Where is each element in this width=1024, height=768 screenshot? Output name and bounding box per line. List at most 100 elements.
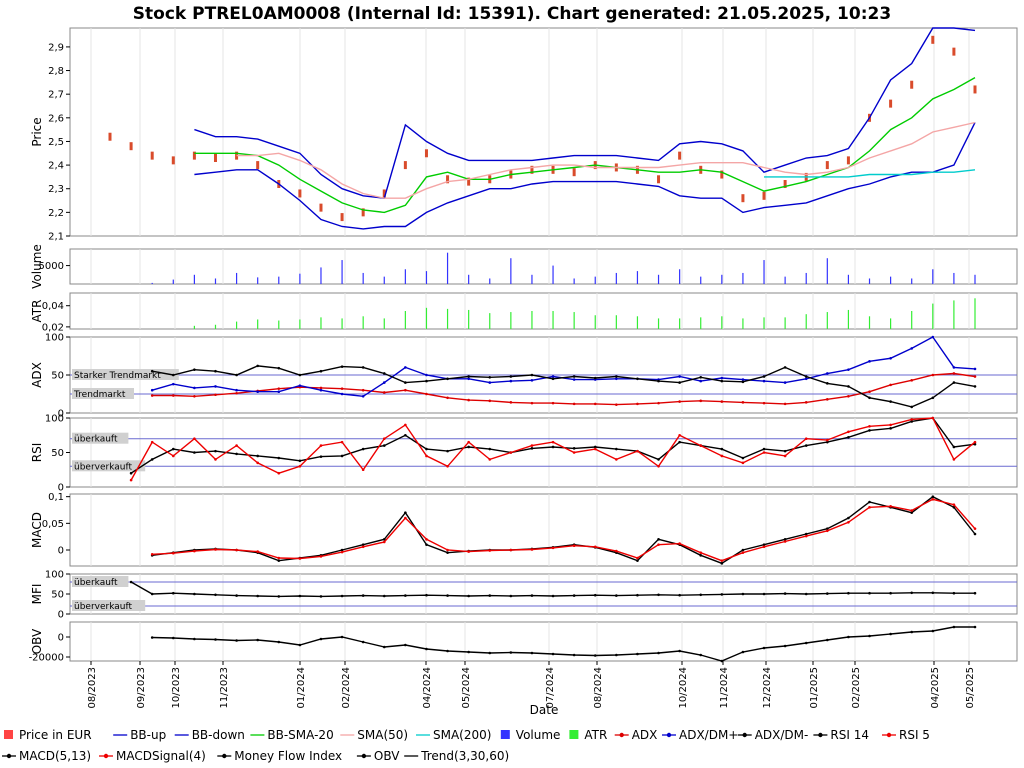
macdsignal-4--point	[361, 545, 365, 549]
rsi-14-point	[214, 449, 217, 453]
macdsignal-4--point	[193, 549, 196, 553]
price-candle	[171, 156, 175, 165]
adx-dm--point	[889, 400, 892, 403]
adx-dm--point	[699, 375, 703, 379]
x-tick-label: 02/2025	[851, 667, 862, 709]
obv-point	[804, 641, 808, 645]
adx-dm--point	[150, 388, 154, 392]
rsi-14-point	[425, 447, 428, 451]
price-candle	[952, 47, 956, 56]
rsi-14-point	[446, 449, 449, 453]
money-flow-index-point	[910, 591, 914, 595]
macdsignal-4--point	[847, 520, 850, 524]
legend-item: ADX/DM-	[737, 728, 808, 742]
legend-item: BB-up	[113, 728, 166, 742]
price-candle	[235, 151, 239, 160]
x-tick-label: 10/2024	[678, 667, 689, 709]
price-candle	[530, 165, 534, 174]
macdsignal-4--point	[762, 545, 766, 549]
adx-dm--point	[509, 379, 513, 383]
adx-dm--point	[910, 347, 914, 350]
y-axis-label: MACD	[30, 512, 44, 548]
adx-dm--point	[699, 379, 703, 383]
macdsignal-4--point	[488, 549, 492, 552]
rsi-14-point	[382, 444, 386, 447]
money-flow-index-point	[720, 593, 724, 596]
adx-point	[636, 402, 639, 406]
obv-point	[826, 638, 829, 642]
adx-point	[826, 398, 829, 401]
rsi-5-point	[889, 423, 892, 427]
panel-frame	[69, 573, 1018, 615]
obv-point	[425, 647, 428, 651]
price-candle	[129, 142, 133, 151]
y-tick-label: 50	[51, 371, 64, 382]
rsi-5-point	[868, 424, 871, 428]
money-flow-index-point	[783, 592, 787, 595]
obv-point	[530, 651, 534, 655]
adx-point	[488, 399, 492, 403]
adx-dm--point	[741, 380, 745, 384]
adx-dm--point	[488, 381, 492, 384]
legend-marker	[666, 732, 672, 738]
rsi-5-point	[509, 451, 513, 454]
adx-dm--point	[467, 375, 470, 378]
legend-item: SMA(200)	[416, 728, 491, 742]
obv-point	[931, 629, 935, 633]
y-tick-label: 0,05	[42, 519, 64, 530]
macdsignal-4--point	[171, 551, 175, 555]
price-candle	[446, 175, 450, 184]
rsi-14-point	[129, 471, 133, 475]
obv-point	[889, 632, 892, 636]
panel-macd: 0 0,05 0,1 MACD	[30, 492, 1018, 567]
adx-point	[783, 402, 787, 406]
money-flow-index-point	[657, 593, 660, 597]
rsi-5-point	[826, 438, 829, 442]
rsi-5-point	[425, 454, 428, 458]
money-flow-index-point	[319, 595, 323, 598]
rsi-5-point	[361, 468, 365, 472]
macd-5-13--point	[931, 495, 935, 498]
money-flow-index-point	[530, 594, 534, 597]
panel-obv: -20000 0 OBV	[29, 621, 1018, 664]
price-candle	[973, 85, 977, 94]
adx-point	[214, 393, 217, 397]
rsi-14-point	[361, 447, 365, 451]
x-tick-label: 08/2023	[87, 667, 98, 709]
rsi-14-point	[868, 429, 871, 432]
macd-5-13--point	[404, 511, 407, 514]
adx-dm--point	[804, 377, 808, 381]
money-flow-index-point	[404, 594, 407, 597]
price-candle	[403, 161, 407, 170]
money-flow-index-point	[741, 592, 745, 596]
adx-dm--point	[615, 375, 618, 378]
money-flow-index-point	[488, 594, 492, 597]
obv-point	[382, 645, 386, 649]
price-candle	[424, 149, 428, 158]
adx-dm--point	[214, 385, 217, 388]
rsi-5-point	[804, 437, 808, 441]
legend-item: Money Flow Index	[217, 749, 342, 763]
level-annotation-bg	[72, 369, 179, 380]
legend-item: Trend(3,30,60)	[404, 749, 509, 763]
adx-point	[889, 383, 892, 387]
macd-5-13--point	[425, 543, 428, 546]
rsi-5-point	[931, 416, 935, 420]
adx-dm--point	[319, 388, 323, 392]
adx-point	[509, 401, 513, 404]
price-candle	[572, 168, 576, 177]
rsi-5-point	[699, 444, 703, 447]
adx-point	[193, 394, 196, 398]
macd-5-13--point	[340, 548, 344, 552]
adx-dm--point	[889, 356, 892, 360]
adx-dm--point	[340, 392, 344, 396]
obv-point	[298, 643, 302, 647]
macdsignal-4--point	[446, 548, 449, 552]
money-flow-index-point	[129, 580, 133, 584]
adx-point	[741, 401, 745, 404]
adx-point	[171, 394, 175, 397]
adx-point	[319, 386, 323, 390]
level-annotation: überkauft	[74, 435, 118, 445]
